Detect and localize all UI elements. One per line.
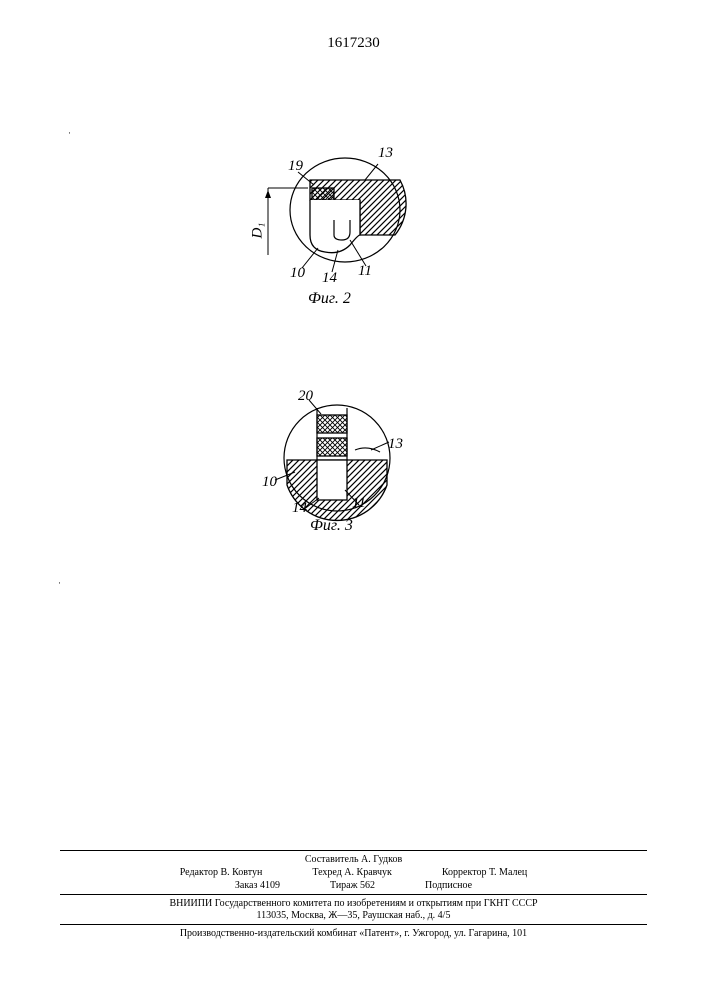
fig3-label-20: 20	[298, 388, 313, 405]
fig2-label-14: 14	[322, 270, 337, 287]
footer-techred: Техред А. Кравчук	[312, 867, 392, 878]
footer-order: Заказ 4109	[235, 880, 280, 891]
footer-publisher: Производственно-издательский комбинат «П…	[0, 928, 707, 939]
fig2-label-11: 11	[358, 263, 372, 280]
footer-subscription: Подписное	[425, 880, 472, 891]
fig2-caption: Фиг. 2	[308, 290, 351, 308]
page-number: 1617230	[327, 35, 380, 52]
footer-org1: ВНИИПИ Государственного комитета по изоб…	[0, 898, 707, 909]
fig3-caption: Фиг. 3	[310, 517, 353, 535]
fig3-svg	[255, 390, 420, 535]
fig2-label-10: 10	[290, 265, 305, 282]
footer-tirage: Тираж 562	[330, 880, 375, 891]
tick-mark: ·	[58, 578, 61, 588]
tick-mark: ·	[68, 128, 71, 138]
fig2-label-19: 19	[288, 158, 303, 175]
figure-3	[255, 390, 420, 535]
fig3-label-11: 11	[352, 495, 366, 512]
footer-org2: 113035, Москва, Ж—35, Раушская наб., д. …	[0, 910, 707, 921]
footer-editor: Редактор В. Ковтун	[180, 867, 263, 878]
fig2-label-13: 13	[378, 145, 393, 162]
fig3-label-13: 13	[388, 436, 403, 453]
fig3-label-14: 14	[292, 500, 307, 517]
fig2-dim-d1: D₁	[250, 222, 267, 238]
footer-block: Составитель А. Гудков Редактор В. Ковтун…	[0, 847, 707, 940]
footer-compiler: Составитель А. Гудков	[0, 854, 707, 865]
fig3-label-10: 10	[262, 474, 277, 491]
footer-corrector: Корректор Т. Малец	[442, 867, 527, 878]
